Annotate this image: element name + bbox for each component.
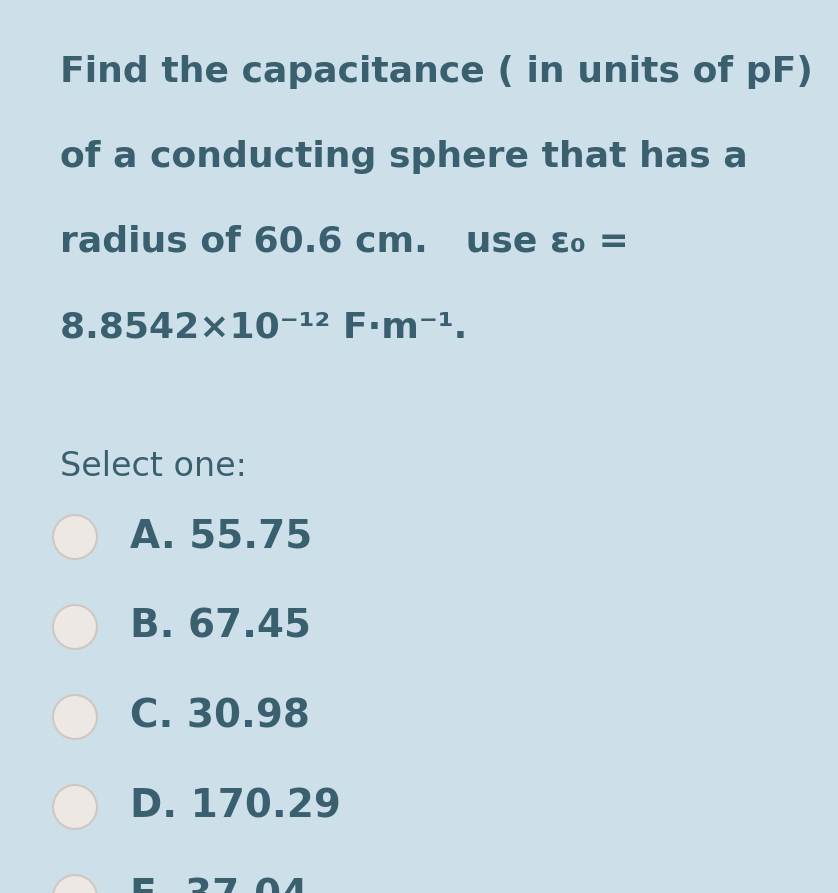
Text: B. 67.45: B. 67.45	[130, 608, 311, 646]
Text: Select one:: Select one:	[60, 450, 247, 483]
Circle shape	[53, 785, 97, 829]
Text: 8.8542×10⁻¹² F·m⁻¹.: 8.8542×10⁻¹² F·m⁻¹.	[60, 310, 468, 344]
Text: D. 170.29: D. 170.29	[130, 788, 341, 826]
Text: radius of 60.6 cm.   use ε₀ =: radius of 60.6 cm. use ε₀ =	[60, 225, 628, 259]
Text: A. 55.75: A. 55.75	[130, 518, 313, 556]
Text: Find the capacitance ( in units of pF): Find the capacitance ( in units of pF)	[60, 55, 813, 89]
Circle shape	[53, 515, 97, 559]
Text: of a conducting sphere that has a: of a conducting sphere that has a	[60, 140, 747, 174]
Text: E. 37.04: E. 37.04	[130, 878, 308, 893]
Circle shape	[53, 875, 97, 893]
Circle shape	[53, 695, 97, 739]
Text: C. 30.98: C. 30.98	[130, 698, 310, 736]
Circle shape	[53, 605, 97, 649]
